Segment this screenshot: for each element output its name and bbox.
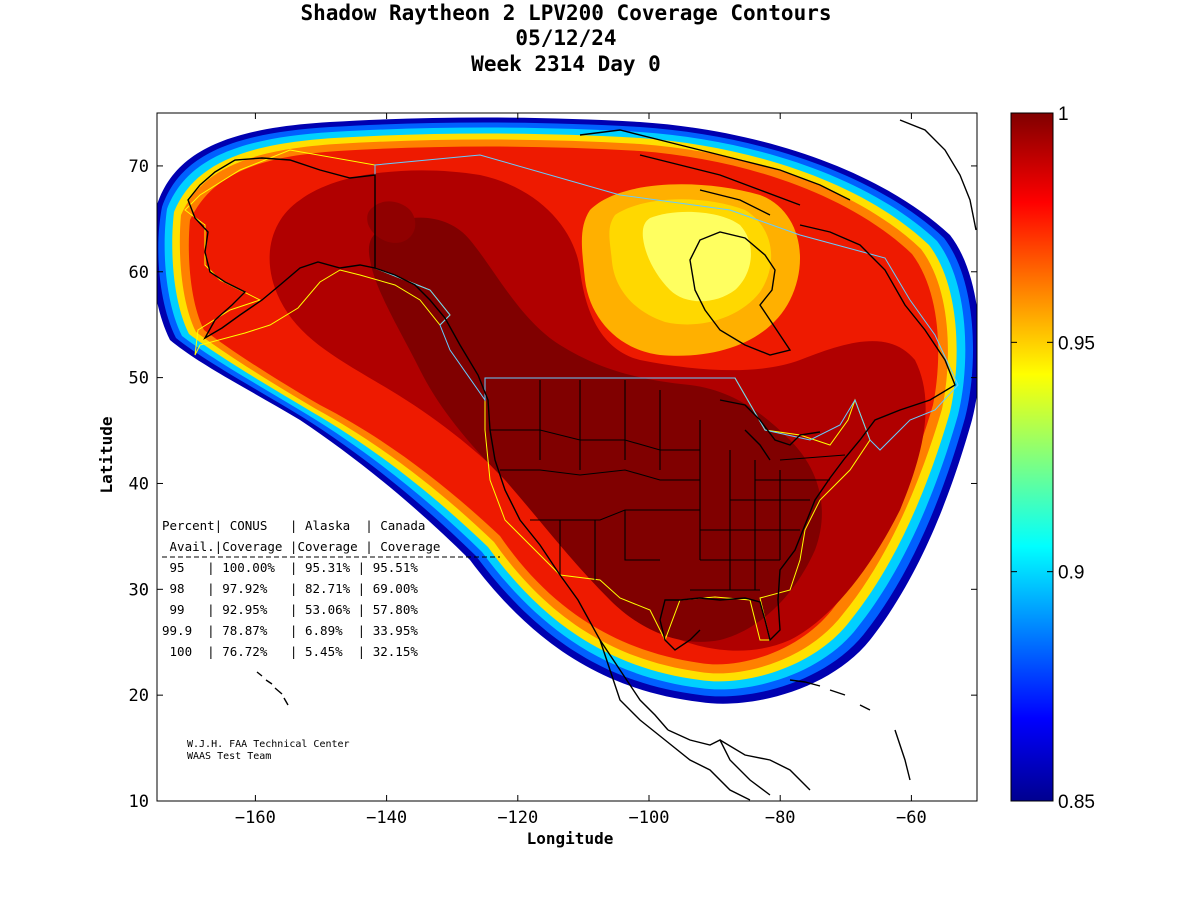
y-tick-label: 10 xyxy=(129,792,149,812)
y-axis-label: Latitude xyxy=(97,416,116,493)
table-row: 99 | 92.95% | 53.06% | 57.80% xyxy=(162,602,418,617)
state-lines-east xyxy=(690,420,846,591)
x-tick-label: −100 xyxy=(629,808,670,828)
y-tick-label: 20 xyxy=(129,686,149,706)
credit-line1: W.J.H. FAA Technical Center xyxy=(187,739,350,750)
hawaii-islands xyxy=(256,671,289,706)
alaska-boundary-overlay xyxy=(184,149,451,356)
y-tick-label: 70 xyxy=(129,157,149,177)
contour-core-100 xyxy=(368,217,822,642)
contour-hudson-97 xyxy=(642,211,751,302)
table-row: 95 | 100.00% | 95.31% | 95.51% xyxy=(162,560,418,575)
x-tick-label: −80 xyxy=(765,808,796,828)
table-header-row1: Percent| CONUS | Alaska | Canada xyxy=(162,518,425,533)
state-borders xyxy=(490,380,846,591)
x-axis-ticks: −160 −140 −120 −100 −80 −60 xyxy=(235,113,927,828)
y-tick-label: 40 xyxy=(129,474,149,494)
y-tick-label: 30 xyxy=(129,580,149,600)
figure-title-line3: Week 2314 Day 0 xyxy=(471,52,661,76)
colorbar: 1 0.95 0.9 0.85 xyxy=(1010,104,1095,813)
y-tick-label: 50 xyxy=(129,369,149,389)
map-plot-area xyxy=(157,113,977,801)
x-axis-label: Longitude xyxy=(527,829,614,848)
greenland-coast xyxy=(899,119,977,231)
plot-frame xyxy=(156,112,978,802)
table-row: 98 | 97.92% | 82.71% | 69.00% xyxy=(162,581,418,596)
contour-core-alaska xyxy=(367,201,416,243)
colorbar-tick-label: 0.9 xyxy=(1058,563,1084,584)
credit-line2: WAAS Test Team xyxy=(187,751,271,762)
coastlines xyxy=(187,119,977,801)
coverage-contours xyxy=(157,117,977,704)
colorbar-gradient xyxy=(1010,112,1054,802)
alaska-coastline xyxy=(187,157,376,340)
caribbean-islands xyxy=(789,679,911,781)
arctic-islands xyxy=(579,129,851,216)
table-row: 99.9 | 78.87% | 6.89% | 33.95% xyxy=(162,623,418,638)
table-header-row2: Avail.|Coverage |Coverage | Coverage xyxy=(162,539,440,554)
x-tick-label: −160 xyxy=(235,808,276,828)
x-tick-label: −120 xyxy=(497,808,538,828)
canada-boundary-overlay xyxy=(374,154,959,451)
state-lines-west xyxy=(490,380,700,580)
colorbar-tick-label: 1 xyxy=(1058,104,1069,125)
colorbar-tick-label: 0.85 xyxy=(1058,792,1095,813)
figure-title-line2: 05/12/24 xyxy=(515,26,616,50)
colorbar-tick-label: 0.95 xyxy=(1058,333,1095,354)
x-tick-label: −140 xyxy=(366,808,407,828)
availability-table: Percent| CONUS | Alaska | Canada Avail.|… xyxy=(162,518,500,659)
x-tick-label: −60 xyxy=(896,808,927,828)
figure-title-line1: Shadow Raytheon 2 LPV200 Coverage Contou… xyxy=(300,1,831,25)
y-tick-label: 60 xyxy=(129,263,149,283)
table-row: 100 | 76.72% | 5.45% | 32.15% xyxy=(162,644,418,659)
colorbar-ticks: 1 0.95 0.9 0.85 xyxy=(1011,104,1095,813)
mexico-central-america xyxy=(599,639,811,801)
pacific-coast xyxy=(374,267,669,731)
y-axis-ticks: 10 20 30 40 50 60 70 xyxy=(129,157,977,812)
great-lakes xyxy=(719,399,821,461)
hudson-bay-coast xyxy=(689,231,792,356)
